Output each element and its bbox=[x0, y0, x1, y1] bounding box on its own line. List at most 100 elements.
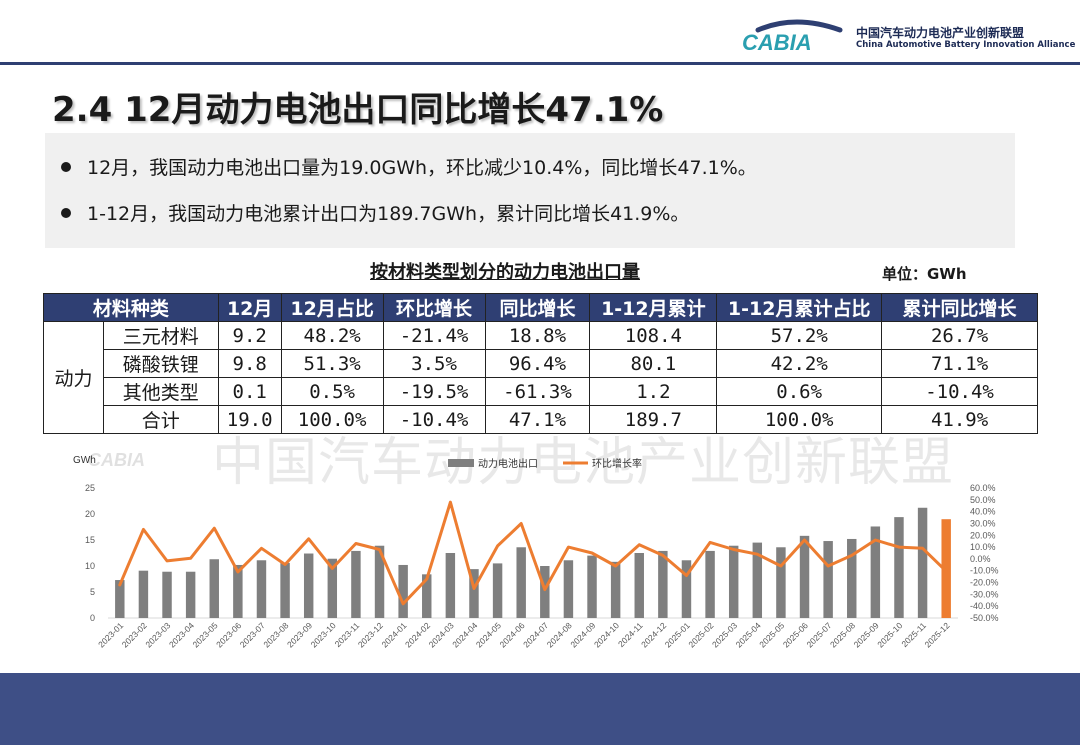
org-name-cn: 中国汽车动力电池产业创新联盟 bbox=[856, 26, 1025, 40]
table-cell: 磷酸铁锂 bbox=[102, 349, 219, 378]
table-title: 按材料类型划分的动力电池出口量 bbox=[370, 262, 640, 283]
export-table: 材料种类 12月 12月占比 环比增长 同比增长 1-12月累计 1-12月累计… bbox=[43, 293, 1038, 434]
table-cell: 0.1 bbox=[217, 377, 282, 406]
bar bbox=[209, 559, 219, 618]
bar bbox=[351, 550, 361, 618]
table-cell: 47.1% bbox=[484, 405, 591, 434]
header-cell: 1-12月累计 bbox=[589, 293, 718, 322]
table-cell: 9.8 bbox=[217, 349, 282, 378]
bar bbox=[138, 570, 149, 618]
bar bbox=[870, 526, 881, 618]
table-cell: 51.3% bbox=[280, 349, 384, 378]
table-header-row: 材料种类 12月 12月占比 环比增长 同比增长 1-12月累计 1-12月累计… bbox=[43, 293, 1038, 322]
bar bbox=[563, 560, 574, 618]
bar bbox=[728, 545, 739, 618]
chart-watermark-logo: CABIA bbox=[88, 450, 145, 470]
bar bbox=[516, 547, 526, 618]
table-cell: 71.1% bbox=[881, 349, 1038, 378]
bar bbox=[823, 541, 833, 618]
header-cell: 累计同比增长 bbox=[881, 293, 1038, 322]
table-cell: 其他类型 bbox=[102, 377, 219, 406]
bar bbox=[799, 535, 810, 618]
header-divider bbox=[0, 62, 1080, 65]
y-right-tick-label: -50.0% bbox=[970, 613, 999, 623]
series-line bbox=[118, 500, 948, 606]
group-label: 动力 bbox=[43, 321, 104, 434]
y-axis-unit-label: GWh bbox=[73, 455, 96, 466]
bar bbox=[492, 563, 503, 618]
table-cell: 96.4% bbox=[484, 349, 591, 378]
y-right-tick-label: 30.0% bbox=[970, 518, 996, 528]
cabia-logo: CABIA bbox=[742, 19, 843, 55]
y-left-tick-label: 0 bbox=[90, 613, 95, 623]
table-cell: 48.2% bbox=[280, 321, 384, 350]
table-cell: -10.4% bbox=[382, 405, 486, 434]
y-right-tick-label: -40.0% bbox=[970, 601, 999, 611]
summary-item: 1-12月，我国动力电池累计出口为189.7GWh，累计同比增长41.9%。 bbox=[61, 199, 689, 226]
bar bbox=[776, 547, 786, 618]
table-cell: 18.8% bbox=[484, 321, 591, 350]
x-tick-label: 2024-10 bbox=[592, 620, 621, 649]
header-cell: 12月 bbox=[217, 293, 282, 322]
bar bbox=[540, 566, 550, 618]
y-right-tick-label: 40.0% bbox=[970, 507, 996, 517]
y-right-tick-label: 20.0% bbox=[970, 530, 996, 540]
y-right-tick-label: -30.0% bbox=[970, 589, 999, 599]
table-cell: 0.5% bbox=[280, 377, 384, 406]
bar bbox=[398, 564, 408, 618]
bar bbox=[894, 517, 904, 618]
unit-label: 单位：GWh bbox=[882, 265, 967, 283]
table-cell: -19.5% bbox=[382, 377, 486, 406]
y-left-tick-label: 10 bbox=[85, 561, 95, 571]
table-row: 磷酸铁锂 9.8 51.3% 3.5% 96.4% 80.1 42.2% 71.… bbox=[44, 349, 1038, 378]
header-cell: 材料种类 bbox=[43, 293, 219, 322]
bar bbox=[658, 550, 668, 618]
legend-swatch-bars bbox=[448, 459, 474, 467]
bar bbox=[303, 553, 314, 618]
table-cell: -61.3% bbox=[484, 377, 591, 406]
y-right-tick-label: 10.0% bbox=[970, 542, 996, 552]
bar bbox=[374, 545, 385, 618]
table-cell: 26.7% bbox=[881, 321, 1038, 350]
header-cell: 12月占比 bbox=[280, 293, 384, 322]
y-left-tick-label: 25 bbox=[85, 483, 95, 493]
header-cell: 环比增长 bbox=[382, 293, 486, 322]
y-left-tick-label: 20 bbox=[85, 509, 95, 519]
bar bbox=[280, 562, 290, 618]
summary-text: 1-12月，我国动力电池累计出口为189.7GWh，累计同比增长41.9%。 bbox=[87, 203, 690, 225]
legend-label: 环比增长率 bbox=[592, 457, 642, 470]
x-tick-label: 2025-10 bbox=[875, 620, 904, 649]
bar bbox=[681, 560, 692, 618]
table-cell: -10.4% bbox=[881, 377, 1038, 406]
bar bbox=[587, 555, 597, 618]
bar bbox=[705, 550, 715, 618]
table-row: 动力 三元材料 9.2 48.2% -21.4% 18.8% 108.4 57.… bbox=[43, 321, 1038, 434]
y-left-tick-label: 5 bbox=[90, 587, 95, 597]
bar bbox=[422, 574, 432, 618]
summary-text: 12月，我国动力电池出口量为19.0GWh，环比减少10.4%，同比增长47.1… bbox=[87, 157, 757, 179]
bar bbox=[634, 553, 644, 618]
bar bbox=[162, 571, 172, 618]
bar bbox=[847, 538, 857, 618]
table-row: 其他类型 0.1 0.5% -19.5% -61.3% 1.2 0.6% -10… bbox=[44, 377, 1038, 406]
table-cell: 合计 bbox=[102, 405, 219, 434]
y-right-tick-label: 50.0% bbox=[970, 495, 996, 505]
summary-item: 12月，我国动力电池出口量为19.0GWh，环比减少10.4%，同比增长47.1… bbox=[61, 153, 757, 180]
y-right-tick-label: -20.0% bbox=[970, 578, 999, 588]
table-cell: 189.7 bbox=[589, 405, 718, 434]
y-left-tick-label: 15 bbox=[85, 535, 95, 545]
bar bbox=[941, 519, 951, 618]
table-cell: 9.2 bbox=[217, 321, 282, 350]
bar bbox=[327, 558, 338, 618]
x-tick-label: 2023-10 bbox=[309, 620, 338, 649]
y-right-tick-label: -10.0% bbox=[970, 566, 999, 576]
table-cell: 100.0% bbox=[716, 405, 883, 434]
table-cell: 19.0 bbox=[217, 405, 282, 434]
table-cell: 3.5% bbox=[382, 349, 486, 378]
summary-box: 12月，我国动力电池出口量为19.0GWh，环比减少10.4%，同比增长47.1… bbox=[45, 133, 1015, 248]
bullet-icon bbox=[61, 161, 71, 172]
bar bbox=[233, 564, 243, 618]
table-cell: 1.2 bbox=[589, 377, 718, 406]
table-cell: 41.9% bbox=[881, 405, 1038, 434]
table-cell: 57.2% bbox=[716, 321, 883, 350]
